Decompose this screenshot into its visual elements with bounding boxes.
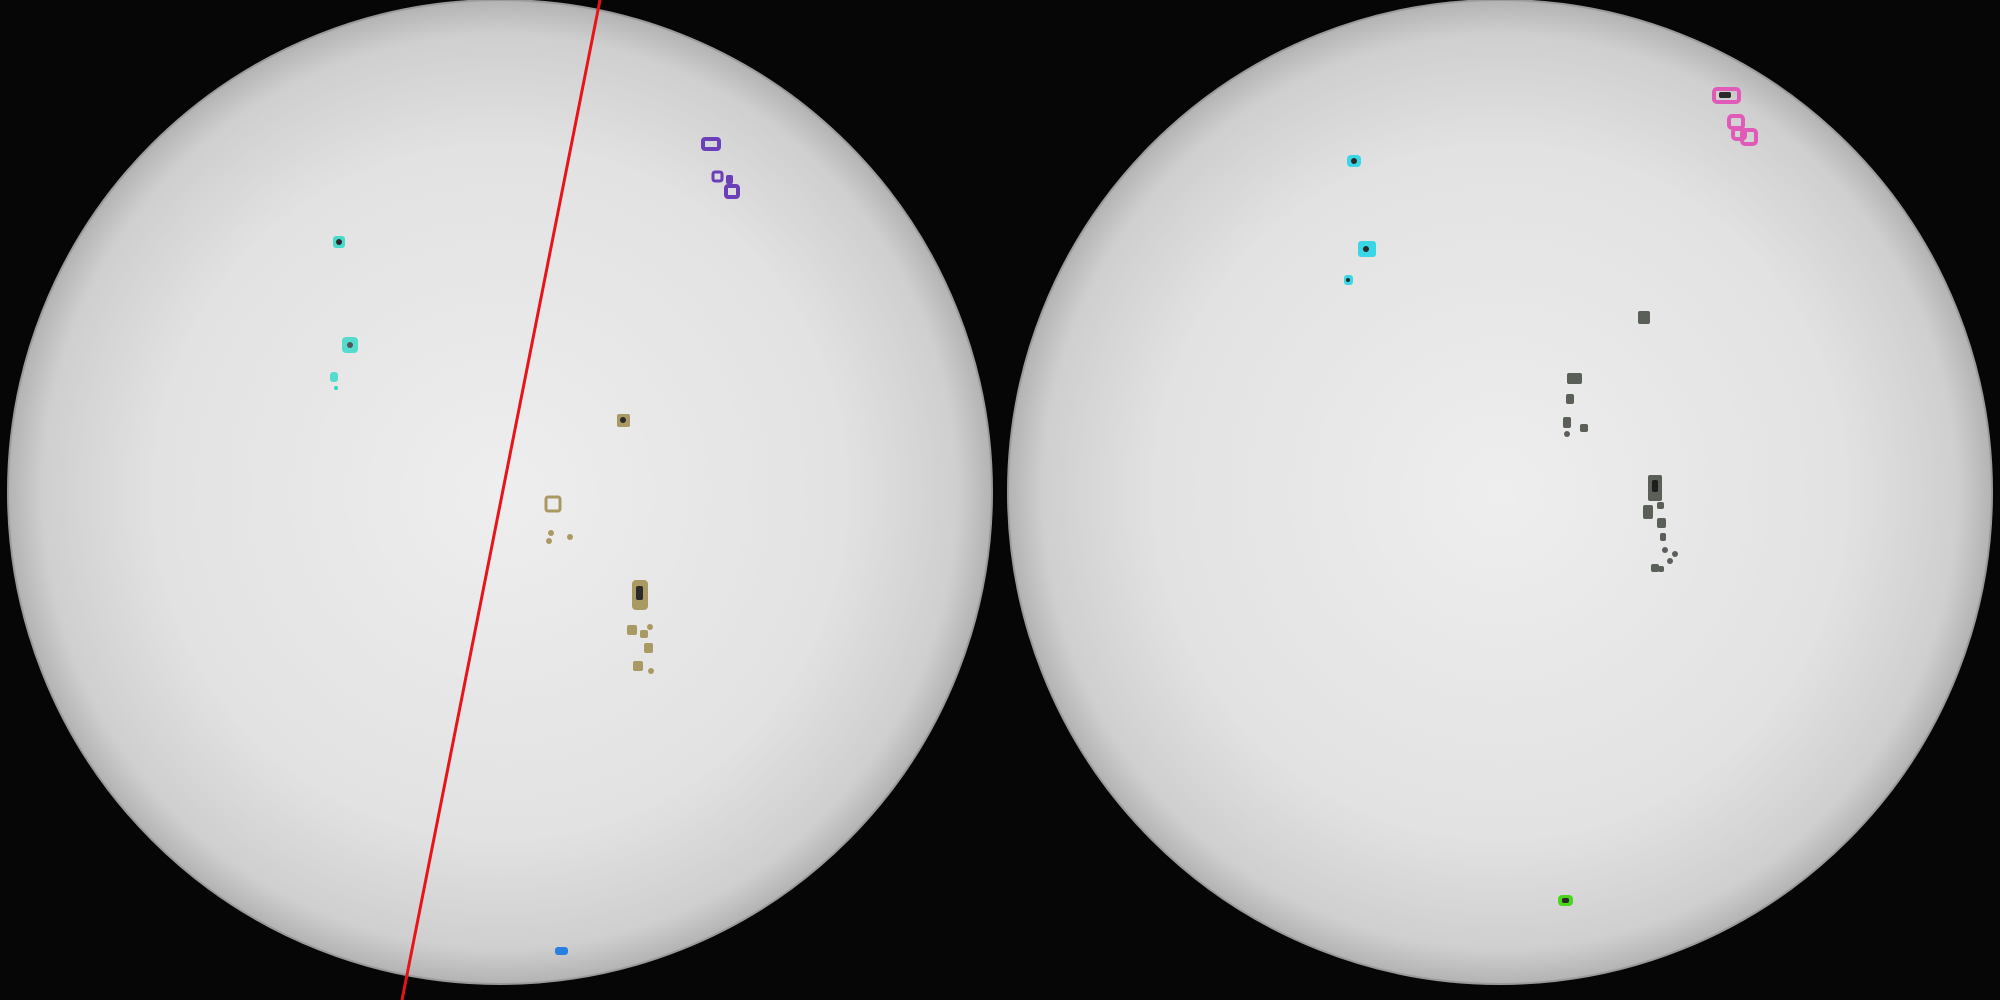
sunspot-marker (1667, 558, 1673, 564)
sunspot-marker (647, 624, 653, 630)
sunspot-core (1562, 898, 1569, 903)
sunspot-core (1346, 278, 1350, 282)
sunspot-marker (1658, 566, 1664, 572)
sunspot-marker (334, 386, 338, 390)
sunspot-marker (1660, 533, 1666, 541)
sunspot-marker (644, 643, 653, 653)
sunspot-group-cyan-left (330, 236, 358, 390)
sunspot-marker (1712, 87, 1741, 104)
sunspot-marker (1638, 311, 1650, 324)
sunspot-group-green-right (1558, 895, 1573, 906)
sunspot-core (336, 239, 342, 245)
sunspot-marker (1651, 564, 1659, 572)
sunspot-marker (1662, 547, 1668, 553)
sunspot-core (620, 417, 626, 423)
sunspot-group-purple-left (701, 137, 740, 199)
sunspot-marker (724, 184, 740, 199)
left-panel (7, 0, 993, 1000)
sunspot-marker (544, 495, 562, 513)
sunspot-marker (546, 538, 552, 544)
sunspot-group-olive-left (544, 414, 654, 674)
sunspot-marker (330, 372, 338, 382)
sunspot-marker (1566, 394, 1574, 404)
sunspot-marker (1643, 505, 1653, 519)
solar-disk-right (1007, 0, 1993, 985)
sunspot-marker (633, 661, 643, 671)
sunspot-group-cyan-right (1344, 155, 1376, 285)
sunspot-marker (1657, 518, 1666, 528)
sunspot-marker (640, 630, 648, 638)
sunspot-marker (1740, 128, 1758, 146)
sunspot-marker (1580, 424, 1588, 432)
sunspot-marker (648, 668, 654, 674)
sunspot-core (1351, 158, 1357, 164)
sunspot-marker (627, 625, 637, 635)
sunspot-group-pink-right (1712, 87, 1758, 146)
sunspot-marker (701, 137, 721, 151)
sunspot-marker (567, 534, 573, 540)
sunspot-core (347, 342, 353, 348)
overlay-line (400, 0, 602, 1000)
sunspot-marker (1731, 127, 1747, 141)
sunspot-core (1719, 92, 1731, 98)
sunspot-marker (711, 170, 724, 183)
sunspot-group-gray-right (1563, 311, 1678, 572)
sunspot-core (1652, 480, 1658, 492)
sunspot-core (1363, 246, 1369, 252)
right-panel (1007, 0, 1993, 985)
sunspot-core (636, 586, 643, 600)
sunspot-marker (555, 947, 568, 955)
sunspot-marker (1563, 417, 1571, 428)
sunspot-marker (1657, 502, 1664, 509)
sunspot-group-blue-left (555, 947, 568, 955)
sunspot-marker (1564, 431, 1570, 437)
solar-disk-left (7, 0, 993, 985)
sunspot-marker (1567, 373, 1582, 384)
sunspot-marker (1672, 551, 1678, 557)
sunspot-marker (548, 530, 554, 536)
sunspot-marker (726, 175, 733, 184)
